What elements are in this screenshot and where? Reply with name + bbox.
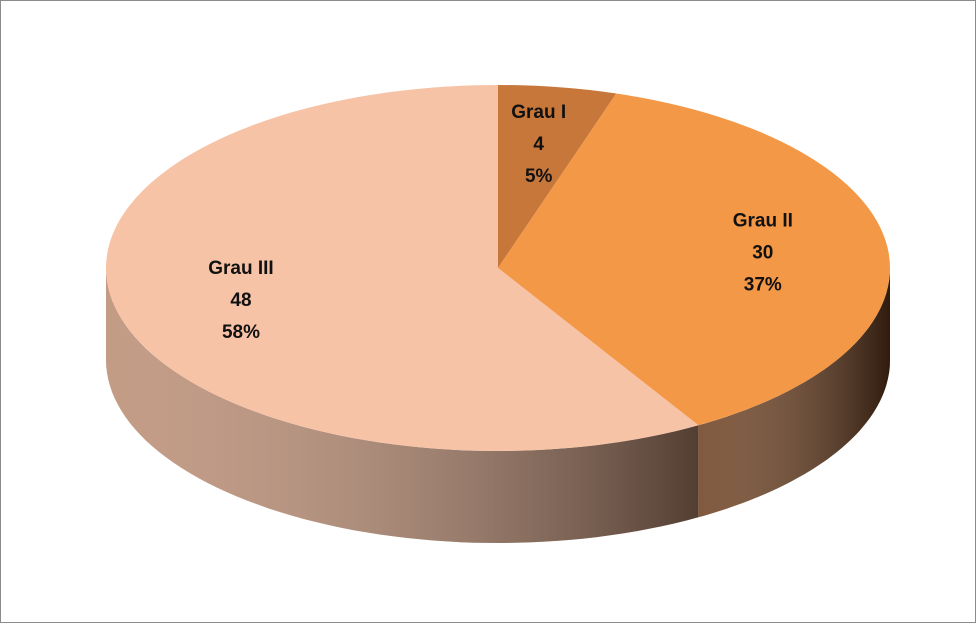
category-label: Grau II — [733, 211, 793, 232]
pie-tops — [105, 85, 890, 451]
value-label: 4 — [533, 134, 544, 155]
percent-label: 58% — [222, 322, 260, 343]
value-label: 48 — [230, 290, 251, 311]
percent-label: 5% — [525, 166, 553, 187]
pie-side-shade — [106, 268, 699, 543]
percent-label: 37% — [744, 275, 782, 296]
pie-slice — [498, 85, 617, 268]
category-label: Grau III — [208, 258, 273, 279]
pie-slice — [105, 85, 699, 451]
pie-side-shade — [698, 268, 890, 518]
category-label: Grau I — [511, 102, 566, 123]
value-label: 30 — [752, 243, 773, 264]
pie-sides — [106, 268, 890, 543]
data-labels: Grau I 4 5% Grau II 30 37% Grau III 48 58% — [208, 102, 793, 343]
pie-slice — [498, 93, 890, 426]
